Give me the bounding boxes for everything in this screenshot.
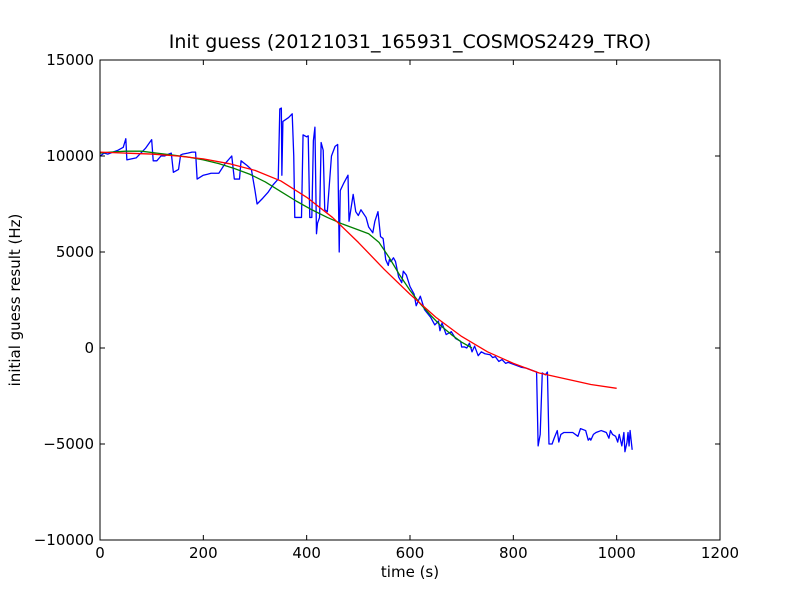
y-tick-label: 15000 bbox=[46, 51, 94, 69]
plot-area bbox=[100, 60, 720, 540]
x-tick-label: 1000 bbox=[598, 544, 636, 562]
chart-title: Init guess (20121031_165931_COSMOS2429_T… bbox=[169, 31, 651, 53]
x-tick-label: 1200 bbox=[701, 544, 739, 562]
y-tick-label: 0 bbox=[84, 339, 94, 357]
series-line-2 bbox=[99, 150, 473, 349]
series-layer bbox=[99, 107, 633, 453]
series-line-3 bbox=[99, 151, 617, 389]
x-tick-label: 400 bbox=[292, 544, 321, 562]
x-tick-label: 800 bbox=[499, 544, 528, 562]
y-tick-label: −10000 bbox=[34, 531, 94, 549]
x-axis-ticks: 0 200 400 600 800 1000 1200 bbox=[95, 60, 739, 562]
y-tick-label: 5000 bbox=[56, 243, 94, 261]
y-axis-label: initial guess result (Hz) bbox=[6, 214, 24, 387]
y-axis-ticks: −10000 −5000 0 5000 10000 15000 bbox=[34, 51, 720, 549]
series-line-1 bbox=[99, 107, 633, 453]
y-tick-label: 10000 bbox=[46, 147, 94, 165]
x-tick-label: 0 bbox=[95, 544, 105, 562]
x-tick-label: 200 bbox=[189, 544, 218, 562]
y-tick-label: −5000 bbox=[43, 435, 94, 453]
x-tick-label: 600 bbox=[396, 544, 425, 562]
x-axis-label: time (s) bbox=[381, 563, 439, 581]
